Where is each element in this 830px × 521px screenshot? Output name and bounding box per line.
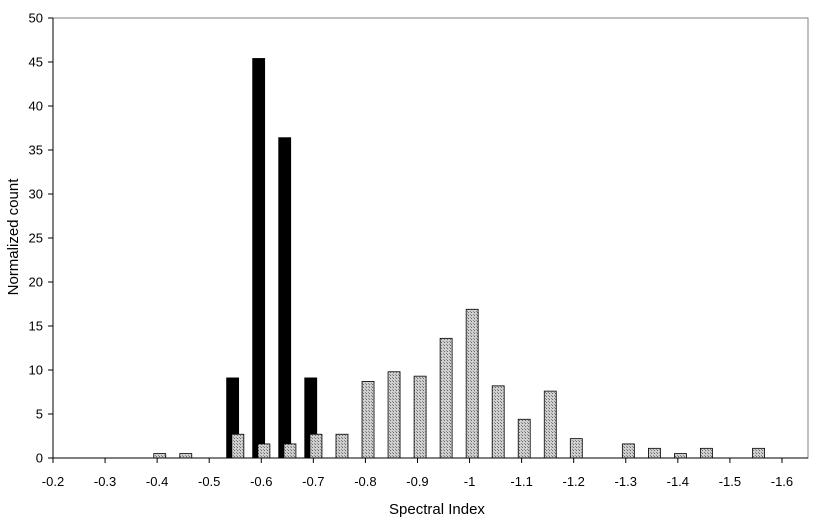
bar-series2-1 [153, 453, 167, 459]
bar-series2-20 [700, 447, 713, 459]
bar-series1-2 [252, 58, 266, 459]
y-axis-title: Normalized count [5, 178, 22, 296]
x-tick-label: -0.5 [198, 474, 220, 489]
plot-area [52, 17, 809, 459]
x-tick-label: -0.8 [354, 474, 376, 489]
y-tick-label: 30 [29, 187, 43, 202]
bar-series2-15 [543, 390, 557, 459]
x-tick-label: -0.3 [94, 474, 116, 489]
y-tick-label: 45 [29, 55, 43, 70]
bar-series2-13 [491, 385, 505, 459]
x-tick-label: -1.6 [771, 474, 793, 489]
x-tick-label: -1.1 [510, 474, 532, 489]
bars-group [153, 58, 765, 459]
bar-series2-9 [387, 371, 401, 459]
bar-series1-3 [278, 137, 292, 459]
bar-series2-21 [752, 447, 765, 459]
bar-series2-19 [674, 453, 687, 459]
bar-series2-8 [361, 381, 375, 459]
bar-series2-2 [179, 453, 193, 459]
x-tick-label: -1.2 [562, 474, 584, 489]
y-tick-label: 0 [36, 451, 43, 466]
x-tick-label: -1.4 [667, 474, 689, 489]
bar-series2-3 [231, 433, 245, 459]
bar-series2-5 [283, 443, 297, 459]
bar-series2-18 [648, 447, 661, 459]
x-tick-label: -1 [464, 474, 476, 489]
bar-series2-17 [621, 443, 635, 459]
bar-series2-4 [257, 443, 271, 459]
bar-series2-11 [439, 337, 453, 459]
y-tick-label: 25 [29, 231, 43, 246]
bar-series2-6 [309, 433, 323, 459]
axes-group: 0 5 10 15 20 25 30 35 40 45 50 -0.2 -0.3 -0.4 -0.5 -0.6… [29, 11, 808, 489]
y-tick-label: 10 [29, 363, 43, 378]
y-tick-label: 20 [29, 275, 43, 290]
bar-series2-7 [335, 433, 349, 459]
x-tick-label: -1.3 [615, 474, 637, 489]
plot-border [52, 17, 809, 459]
x-tick-label: -0.2 [42, 474, 64, 489]
y-tick-label: 15 [29, 319, 43, 334]
y-tick-label: 50 [29, 11, 43, 26]
x-tick-label: -0.9 [406, 474, 428, 489]
x-tick-label: -1.5 [719, 474, 741, 489]
y-tick-label: 35 [29, 143, 43, 158]
bar-series2-10 [413, 375, 427, 459]
x-axis-title: Spectral Index [389, 501, 485, 518]
bar-series2-16 [569, 438, 583, 459]
y-tick-label: 40 [29, 99, 43, 114]
bar-series2-12 [465, 308, 479, 459]
y-tick-label: 5 [36, 407, 43, 422]
x-tick-label: -0.7 [302, 474, 324, 489]
bar-series2-14 [517, 418, 531, 459]
x-tick-label: -0.6 [250, 474, 272, 489]
x-tick-label: -0.4 [146, 474, 168, 489]
